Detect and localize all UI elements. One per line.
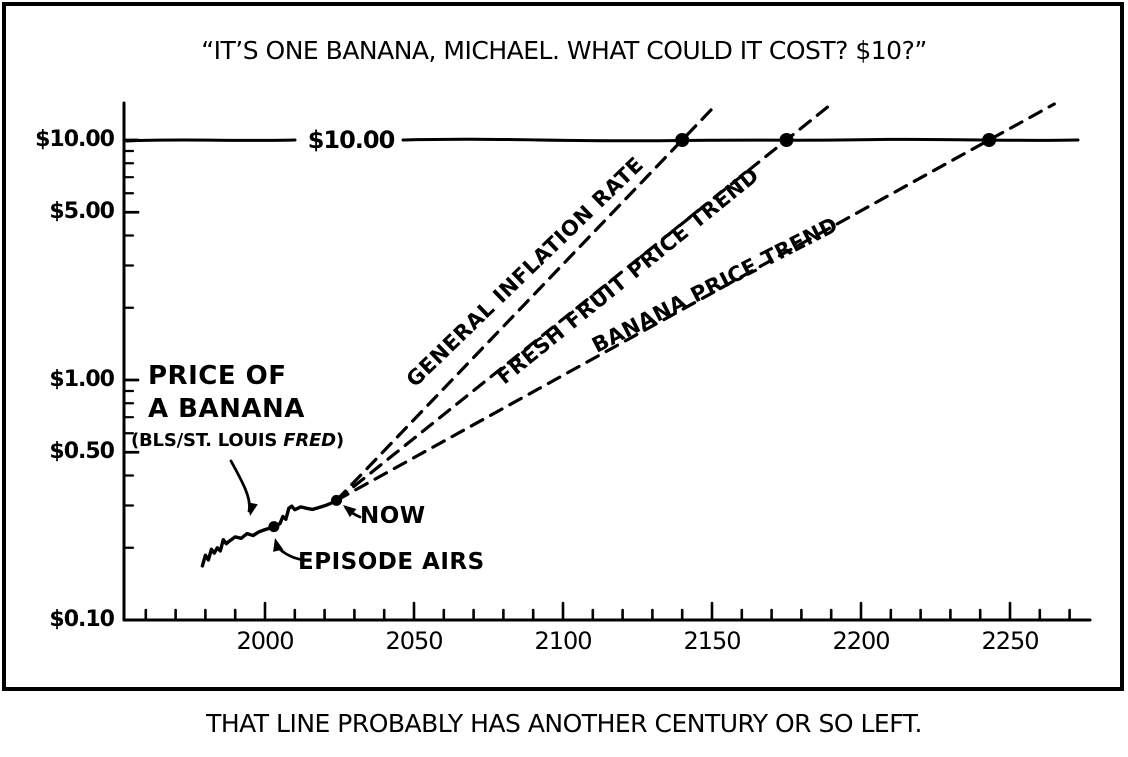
y-tick-label: $0.50 <box>49 439 115 465</box>
y-tick-label: $5.00 <box>49 199 115 225</box>
data-point-dot <box>675 133 690 147</box>
figure-frame <box>2 2 1124 691</box>
annotation-episode-airs: EPISODE AIRS <box>298 549 485 575</box>
annotation-source-prefix: (BLS/ST. LOUIS <box>131 430 284 451</box>
arrowhead <box>273 538 284 552</box>
y-tick-label: $0.10 <box>49 607 115 632</box>
data-point-dot <box>268 521 280 533</box>
ten-dollar-line <box>401 137 1080 143</box>
y-axis-line <box>122 101 126 622</box>
annotation-price-of-banana-line2: A BANANA <box>148 394 305 424</box>
x-tick-label: 2000 <box>236 627 294 655</box>
comic-title: “IT’S ONE BANANA, MICHAEL. WHAT COULD IT… <box>201 36 927 65</box>
y-tick-label: $1.00 <box>49 367 115 392</box>
annotation-source-fred: FRED <box>283 430 336 451</box>
comic-caption: THAT LINE PROBABLY HAS ANOTHER CENTURY O… <box>206 709 922 738</box>
x-tick-label: 2100 <box>534 627 592 655</box>
ten-dollar-inline-label: $10.00 <box>307 126 396 154</box>
x-tick-label: 2200 <box>832 627 890 655</box>
trend-line-banana <box>334 102 1056 503</box>
arrowhead <box>343 505 357 518</box>
annotation-data-source: (BLS/ST. LOUIS FRED) <box>131 430 344 451</box>
trend-line-fresh-fruit <box>334 102 833 503</box>
x-tick-label: 2150 <box>683 627 741 655</box>
data-point-dot <box>982 133 997 147</box>
data-point-dot <box>779 133 794 147</box>
data-point-dot <box>331 494 342 506</box>
ten-dollar-line <box>125 138 297 143</box>
annotation-now: NOW <box>360 503 426 529</box>
y-tick-label: $10.00 <box>35 127 115 152</box>
trend-line-general-inflation <box>334 102 719 503</box>
banana-price-line <box>200 498 339 568</box>
annotation-source-suffix: ) <box>335 430 344 451</box>
x-tick-label: 2050 <box>385 627 443 655</box>
arrowhead <box>247 502 258 516</box>
x-tick-label: 2250 <box>981 627 1039 655</box>
annotation-price-of-banana-line1: PRICE OF <box>148 361 287 391</box>
